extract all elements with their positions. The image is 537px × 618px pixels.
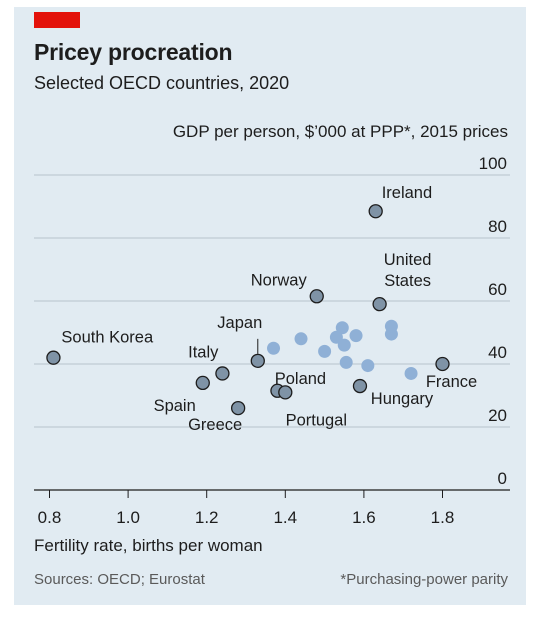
data-point-italy [216, 367, 229, 380]
x-axis-label: Fertility rate, births per woman [34, 536, 263, 556]
data-point [295, 332, 308, 345]
x-tick-label-0.8: 0.8 [38, 508, 62, 527]
x-tick-label-1.6: 1.6 [352, 508, 376, 527]
data-point-united-states [373, 298, 386, 311]
y-tick-label-80: 80 [488, 217, 507, 236]
point-label-portugal: Portugal [286, 411, 347, 429]
data-points [47, 205, 449, 415]
point-label-greece: Greece [188, 416, 242, 434]
x-tick-label-1.4: 1.4 [273, 508, 297, 527]
data-point-south-korea [47, 351, 60, 364]
data-point [385, 320, 398, 333]
point-label-norway: Norway [251, 271, 308, 289]
data-point-portugal [279, 386, 292, 399]
data-point-norway [310, 290, 323, 303]
point-label-united-states: United States [384, 251, 432, 290]
y-tick-label-20: 20 [488, 406, 507, 425]
data-point-france [436, 358, 449, 371]
data-point [318, 345, 331, 358]
data-point [350, 329, 363, 342]
data-point-hungary [353, 380, 366, 393]
source-note: Sources: OECD; Eurostat [34, 571, 205, 588]
footnote: *Purchasing-power parity [340, 571, 508, 588]
data-point-greece [232, 402, 245, 415]
data-point-japan [251, 354, 264, 367]
point-label-france: France [426, 373, 477, 391]
point-label-italy: Italy [188, 343, 219, 361]
point-label-ireland: Ireland [382, 184, 432, 202]
point-label-poland: Poland [275, 370, 326, 388]
data-point [405, 367, 418, 380]
point-label-japan: Japan [217, 314, 262, 332]
point-label-south-korea: South Korea [61, 329, 154, 347]
y-tick-label-100: 100 [479, 154, 507, 173]
data-point [267, 342, 280, 355]
point-label-hungary: Hungary [371, 390, 434, 408]
data-point [340, 356, 353, 369]
x-tick-label-1.0: 1.0 [116, 508, 140, 527]
point-labels: South Korea Spain Italy Greece Japan Poland Po… [61, 184, 477, 434]
y-tick-label-0: 0 [498, 469, 507, 488]
data-point [361, 359, 374, 372]
data-point-spain [196, 376, 209, 389]
point-label-spain: Spain [154, 397, 196, 415]
x-tick-label-1.8: 1.8 [431, 508, 455, 527]
y-tick-label-60: 60 [488, 280, 507, 299]
data-point [338, 339, 351, 352]
y-tick-label-40: 40 [488, 343, 507, 362]
data-point [336, 321, 349, 334]
x-tick-label-1.2: 1.2 [195, 508, 219, 527]
data-point-ireland [369, 205, 382, 218]
